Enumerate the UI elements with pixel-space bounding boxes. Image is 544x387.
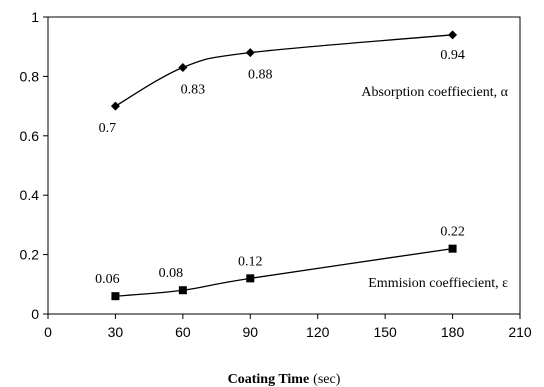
data-label: 0.22 (440, 225, 465, 240)
x-tick-label: 0 (44, 324, 52, 340)
plot-area (47, 16, 521, 315)
data-label: 0.08 (159, 266, 184, 281)
y-tick-label: 0.6 (20, 128, 40, 144)
y-tick-label: 1 (31, 9, 39, 25)
y-axis: 0 0.2 0.4 0.6 0.8 1 (20, 9, 48, 322)
series-label-0: Absorption coeffiecient, α (361, 85, 508, 100)
y-tick-label: 0 (31, 306, 39, 322)
y-tick-label: 0.2 (20, 247, 40, 263)
data-point-diamond (178, 62, 188, 72)
data-point-square (178, 286, 187, 295)
series-line-0 (115, 34, 453, 107)
x-tick-label: 60 (175, 324, 191, 340)
x-tick-label: 150 (373, 324, 397, 340)
data-point-square (111, 292, 120, 301)
y-tick-label: 0.4 (20, 187, 40, 203)
series-layer (110, 30, 458, 301)
x-axis-title-main: Coating Time (228, 372, 310, 387)
y-tick-label: 0.8 (20, 68, 40, 84)
data-point-diamond (110, 101, 120, 111)
x-tick-label: 120 (306, 324, 330, 340)
series-line-1 (115, 248, 453, 297)
x-axis-title: Coating Time (sec) (228, 372, 341, 387)
x-axis-title-unit: (sec) (313, 372, 341, 387)
data-label: 0.7 (99, 121, 117, 136)
data-label: 0.12 (238, 254, 263, 269)
data-label: 0.06 (95, 272, 120, 287)
data-point-square (448, 244, 457, 253)
data-point-diamond (245, 48, 255, 58)
x-tick-label: 30 (108, 324, 124, 340)
x-axis: 0 30 60 90 120 150 180 210 (44, 314, 532, 340)
series-label-1: Emmision coeffiecient, ε (368, 276, 508, 291)
data-point-diamond (448, 30, 458, 40)
data-label: 0.83 (181, 82, 206, 97)
data-label: 0.94 (440, 48, 465, 63)
data-label: 0.88 (248, 68, 273, 83)
data-point-square (246, 274, 255, 283)
x-tick-label: 90 (242, 324, 258, 340)
data-labels: 0.7 0.83 0.88 0.94 Absorption coeffiecient, … (95, 48, 508, 291)
x-tick-label: 180 (441, 324, 465, 340)
x-tick-label: 210 (508, 324, 532, 340)
